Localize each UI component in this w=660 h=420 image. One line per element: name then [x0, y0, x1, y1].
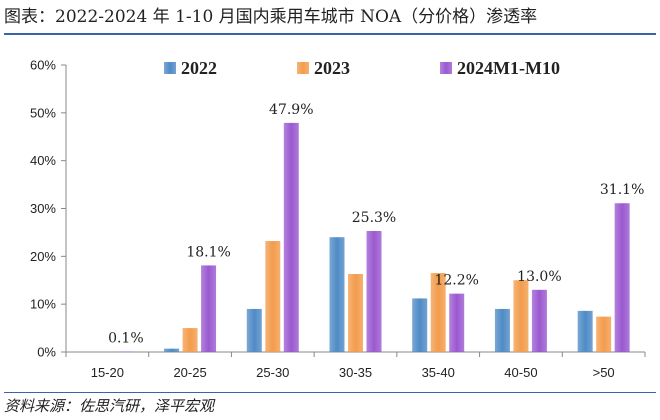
bar-2023-35-40: [430, 273, 446, 352]
legend-label-2022: 2022: [181, 58, 217, 78]
data-label: 25.3%: [352, 210, 396, 226]
data-label: 18.1%: [186, 244, 230, 260]
bars: [118, 122, 630, 352]
x-tick-label: 20-25: [173, 365, 206, 380]
legend-swatch-2023: [297, 62, 309, 74]
y-tick-label: 40%: [30, 153, 56, 168]
bar-2024M1-M10-20-25: [201, 265, 217, 352]
x-tick-label: >50: [593, 365, 615, 380]
bar-2023-25-30: [265, 241, 281, 352]
bar-2022-30-35: [329, 237, 345, 352]
bar-2024M1-M10-35-40: [449, 293, 465, 352]
bar-2024M1-M10-30-35: [366, 230, 382, 352]
x-tick-label: 25-30: [256, 365, 289, 380]
bar-2022-35-40: [412, 298, 428, 352]
x-tick-label: 15-20: [91, 365, 124, 380]
bar-2023-20-25: [182, 328, 198, 352]
bar-2023-30-35: [348, 274, 363, 352]
bar-2024M1-M10-40-50: [531, 289, 547, 352]
data-label: 12.2%: [434, 273, 478, 289]
legend-label-2024M1-M10: 2024M1-M10: [457, 58, 560, 78]
x-tick-label: 40-50: [504, 365, 537, 380]
data-label: 0.1%: [108, 331, 144, 347]
y-tick-label: 20%: [30, 249, 56, 264]
data-label: 31.1%: [600, 182, 644, 198]
bar-2022->50: [577, 310, 593, 352]
bar-2024M1-M10->50: [614, 203, 630, 352]
chart-title: 图表：2022-2024 年 1-10 月国内乘用车城市 NOA（分价格）渗透率: [4, 7, 538, 27]
bar-2024M1-M10-25-30: [283, 122, 299, 352]
legend-swatch-2024M1-M10: [440, 62, 452, 74]
legend-label-2023: 2023: [314, 58, 350, 78]
bar-2023-40-50: [513, 280, 529, 352]
data-labels: 0.1% 18.1% 47.9% 25.3% 12.2% 13.0% 31.1%: [108, 102, 644, 347]
y-tick-label: 30%: [30, 201, 56, 216]
data-label: 47.9%: [269, 102, 313, 118]
source-note: 资料来源：佐思汽研，泽平宏观: [4, 397, 215, 415]
axes: 0% 10% 20% 30% 40% 50% 60% 15-20 20-25 25-30 30-35…: [30, 58, 646, 380]
legend-swatch-2022: [164, 62, 176, 74]
y-tick-label: 50%: [30, 105, 56, 120]
y-tick-label: 0%: [37, 345, 56, 360]
title-rule: [4, 33, 656, 35]
legend: 2022 2023 2024M1-M10: [164, 58, 560, 78]
footer-rule: [4, 392, 656, 393]
bar-2022-20-25: [164, 348, 180, 352]
x-tick-label: 30-35: [339, 365, 372, 380]
x-tick-label: 35-40: [422, 365, 455, 380]
bar-chart: 0% 10% 20% 30% 40% 50% 60% 15-20 20-25 25-30 30-35…: [30, 58, 646, 380]
bar-2022-40-50: [494, 308, 510, 352]
data-label: 13.0%: [517, 269, 561, 285]
y-tick-label: 60%: [30, 58, 56, 73]
bar-2023->50: [596, 316, 612, 352]
bar-2022-25-30: [246, 308, 262, 352]
y-tick-label: 10%: [30, 297, 56, 312]
